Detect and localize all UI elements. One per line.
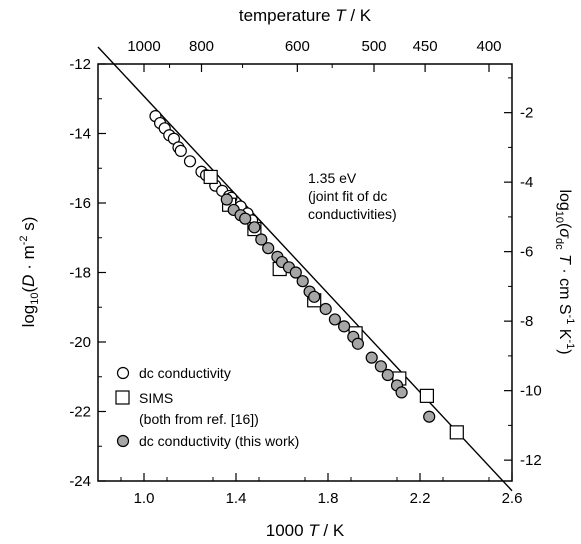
y-left-tick-label: -12 xyxy=(69,56,91,73)
annotation-line-1: 1.35 eV xyxy=(308,170,357,186)
y-left-axis-label: log10(D · m-2 s) xyxy=(18,217,41,328)
data-point-dc-conductivity-this-work xyxy=(423,410,436,423)
x2-tick-label: 400 xyxy=(476,38,501,55)
data-point-dc-conductivity-this-work xyxy=(351,337,364,350)
x-tick-label: 2.2 xyxy=(410,490,431,507)
data-point-dc-conductivity-this-work xyxy=(319,302,332,316)
data-point-dc-conductivity-this-work xyxy=(220,193,233,206)
legend-label-this-work: dc conductivity (this work) xyxy=(139,433,299,449)
x-tick-label: 1.0 xyxy=(134,490,155,507)
fit-line-layer xyxy=(97,46,513,492)
data-point-dc-conductivity-this-work xyxy=(328,313,341,326)
data-point-dc-conductivity xyxy=(183,155,197,168)
legend-label-dc-conductivity: dc conductivity xyxy=(139,365,231,381)
data-point-dc-conductivity-this-work xyxy=(308,290,321,303)
data-point-dc-conductivity-this-work xyxy=(395,386,408,399)
y-left-tick-label: -22 xyxy=(69,404,91,421)
data-point-sims xyxy=(419,388,434,403)
data-point-sims xyxy=(203,169,218,185)
x2-axis-ticks: 1000 800 600 500 450 400 xyxy=(127,38,502,72)
data-point-dc-conductivity-this-work xyxy=(289,266,302,279)
data-point-dc-conductivity-this-work xyxy=(374,360,387,373)
data-point-dc-conductivity-this-work xyxy=(365,351,378,364)
x-tick-label: 1.8 xyxy=(318,490,339,507)
legend-label-sims: SIMS xyxy=(139,390,173,406)
slope-annotation: 1.35 eV (joint fit of dc conductivities) xyxy=(308,170,397,222)
legend-label-reference: (both from ref. [16]) xyxy=(139,411,259,427)
y-right-tick-label: -6 xyxy=(520,244,533,261)
data-point-dc-conductivity xyxy=(174,144,187,157)
x2-tick-label: 500 xyxy=(361,38,386,55)
x2-tick-label: 1000 xyxy=(127,38,160,55)
legend-open-circle-marker xyxy=(116,366,130,380)
y-right-tick-label: -4 xyxy=(520,174,533,191)
y-left-tick-label: -14 xyxy=(69,126,91,143)
x-tick-label: 1.4 xyxy=(226,490,247,507)
data-points-layer xyxy=(149,110,464,440)
x-tick-label: 2.6 xyxy=(502,490,523,507)
data-point-dc-conductivity-this-work xyxy=(296,275,309,288)
data-point-dc-conductivity-this-work xyxy=(239,212,252,225)
y-right-tick-label: -10 xyxy=(520,383,542,400)
annotation-line-2: (joint fit of dc xyxy=(308,188,387,204)
annotation-line-3: conductivities) xyxy=(308,206,397,222)
x2-axis-label: temperature T / K xyxy=(239,6,372,25)
y-left-tick-label: -20 xyxy=(69,334,91,351)
data-point-dc-conductivity-this-work xyxy=(381,368,394,382)
x-axis-label: 1000 T / K xyxy=(266,521,345,540)
x2-tick-label: 800 xyxy=(189,38,214,55)
data-point-sims xyxy=(449,425,464,440)
legend: dc conductivity SIMS (both from ref. [16… xyxy=(115,365,299,449)
y-right-tick-label: -8 xyxy=(520,313,533,330)
x2-tick-label: 450 xyxy=(413,38,438,55)
y-left-tick-label: -16 xyxy=(69,195,91,212)
y-right-axis-label: log10(σdc T · cm S-1 K-1) xyxy=(553,189,576,354)
y-left-tick-label: -24 xyxy=(69,473,91,490)
data-point-dc-conductivity-this-work xyxy=(262,242,275,255)
x2-tick-label: 600 xyxy=(285,38,310,55)
fit-line xyxy=(97,46,513,492)
data-point-dc-conductivity-this-work xyxy=(338,320,351,333)
y-right-axis-ticks: -2 -4 -6 -8 -10 -12 xyxy=(504,77,542,469)
x-axis-ticks: 1.0 1.4 1.8 2.2 2.6 xyxy=(120,473,523,507)
data-point-dc-conductivity-this-work xyxy=(255,233,268,246)
data-point-dc-conductivity-this-work xyxy=(248,221,261,234)
y-left-axis-ticks: -12 -14 -16 -18 -20 -22 -24 xyxy=(69,56,106,490)
y-right-tick-label: -12 xyxy=(520,452,542,469)
legend-open-square-marker xyxy=(115,390,130,405)
y-left-tick-label: -18 xyxy=(69,265,91,282)
legend-filled-circle-marker xyxy=(116,434,130,448)
y-right-tick-label: -2 xyxy=(520,105,533,122)
